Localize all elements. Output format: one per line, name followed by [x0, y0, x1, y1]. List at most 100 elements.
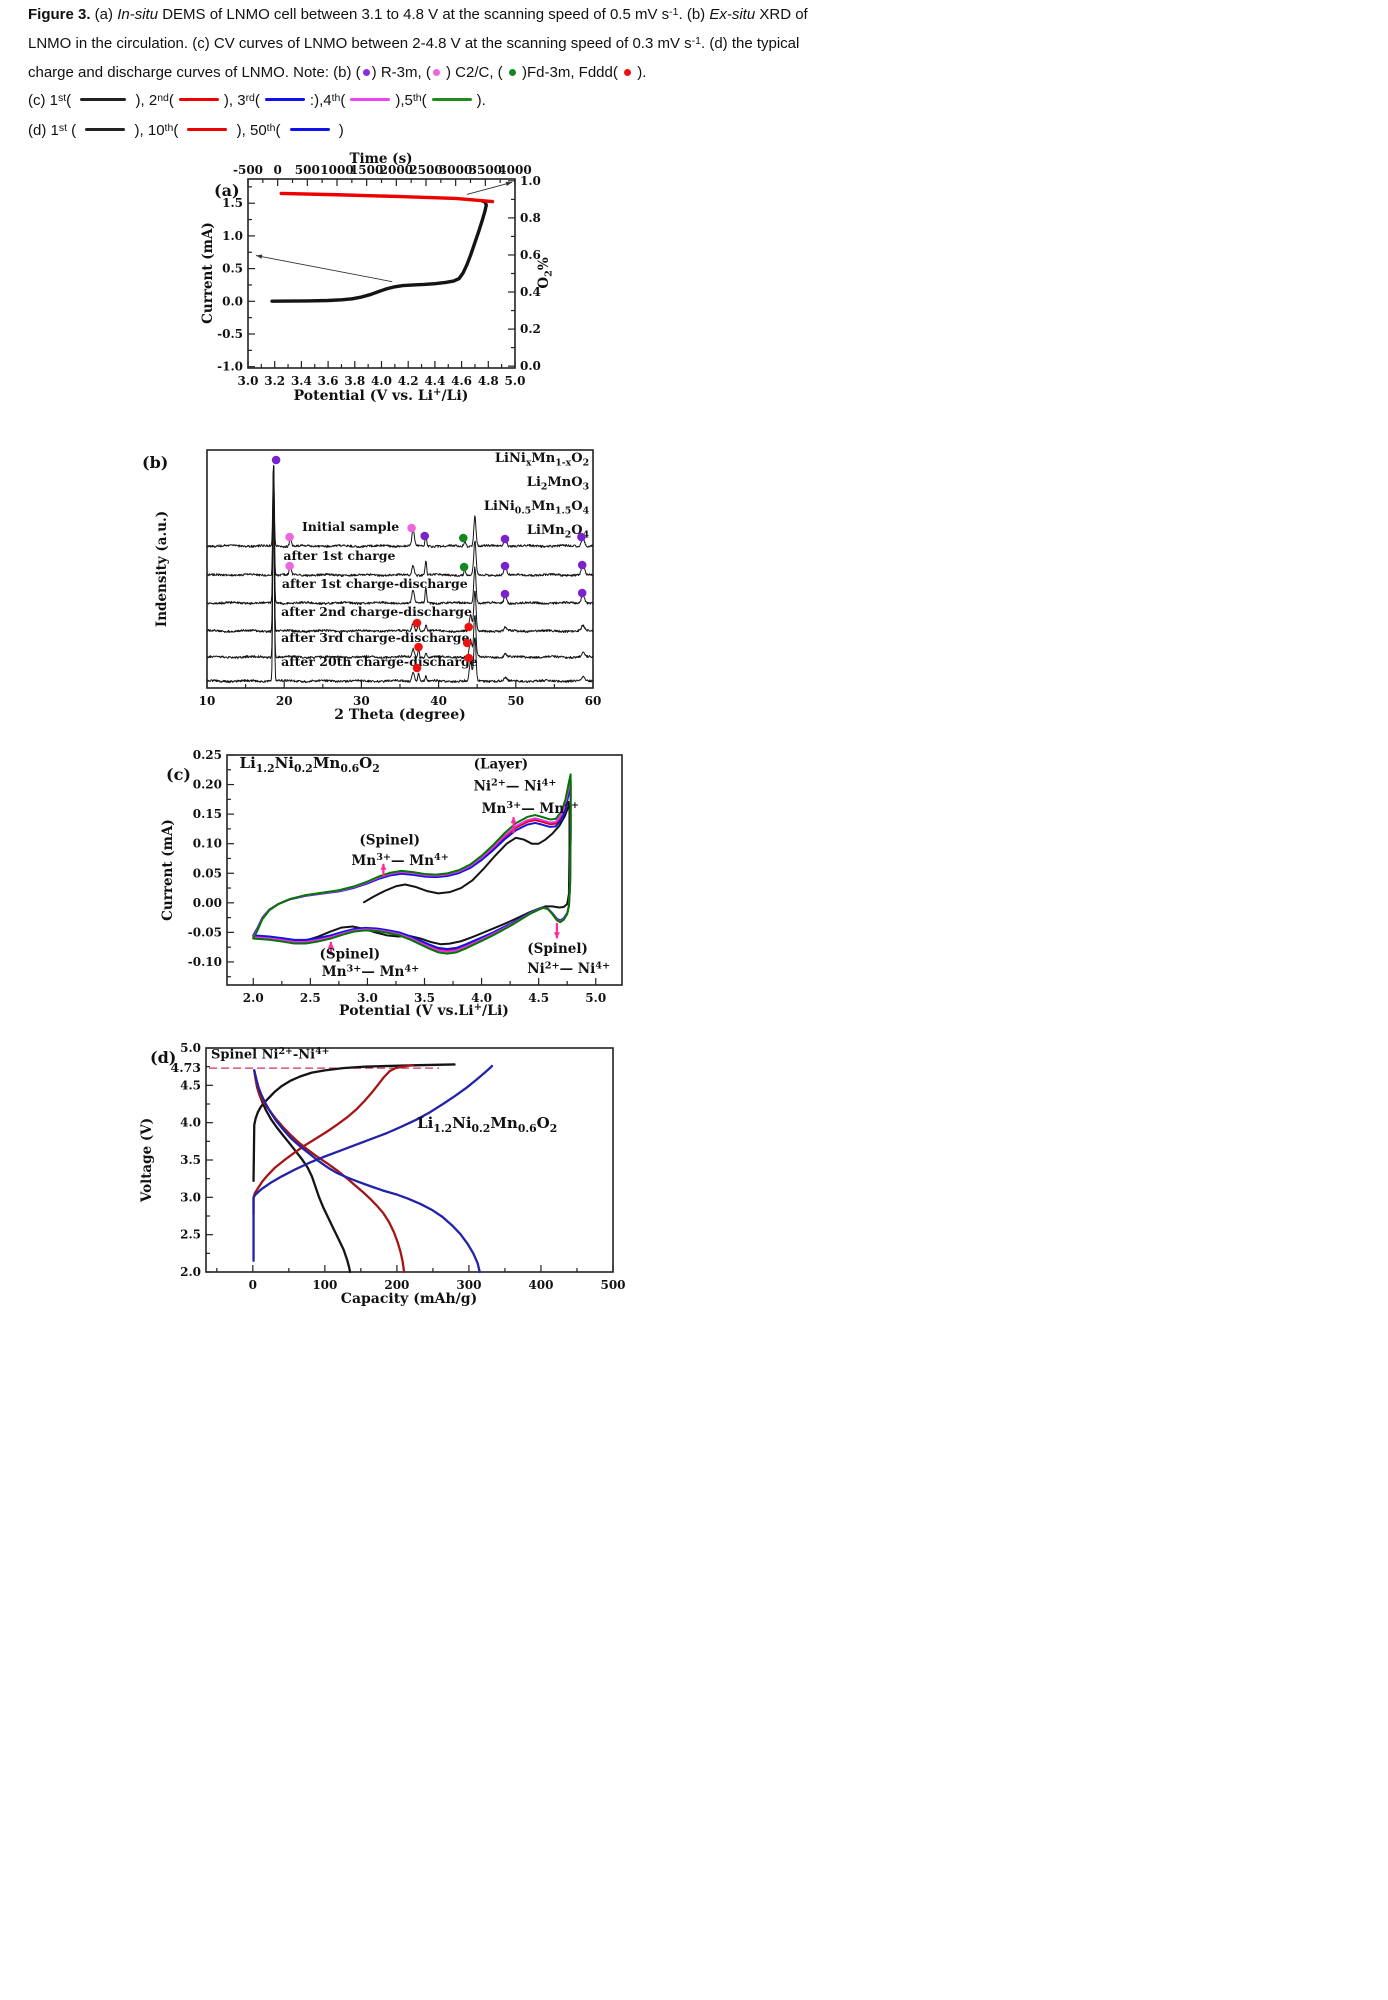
caption-text: ) R-3m, (	[371, 64, 431, 81]
legend-dash	[80, 97, 127, 102]
panel-d-label: (d)	[150, 1048, 176, 1067]
phase-marker-red	[464, 622, 474, 632]
phase-marker-pink	[407, 523, 416, 533]
tick-label: -1.0	[217, 360, 243, 374]
legend-dash	[85, 127, 126, 132]
phase-marker-green	[459, 533, 468, 543]
phase-marker-red	[464, 653, 474, 663]
caption-text: . (d) the typical	[700, 35, 800, 52]
panel-c-annotation: Mn3+— Mn4+	[322, 963, 419, 980]
arrow-head	[510, 817, 517, 824]
caption-text: (a)	[90, 6, 118, 23]
caption-text: th	[164, 121, 174, 134]
tick-label: 0.20	[193, 778, 222, 792]
tick-label: 1500	[350, 163, 383, 177]
tick-label: -0.05	[188, 925, 222, 939]
tick-label: 4.5	[528, 991, 549, 1005]
panel-a-axis-title: O2%	[536, 257, 555, 289]
tick-label: 4.0	[371, 374, 392, 388]
tick-label: 0.6	[520, 248, 541, 262]
phase-marker-red	[414, 642, 423, 652]
caption-text: . (b)	[678, 6, 710, 23]
panel-b-trace-1	[206, 464, 594, 549]
panel-c-axis-left: 0.25 0.20 0.15 0.10 0.05 0.00 -0.05 -0.10	[188, 748, 234, 978]
tick-label: 0.0	[520, 359, 541, 373]
phase-marker-red	[412, 618, 422, 628]
tick-label: 2.0	[180, 1265, 201, 1279]
caption-text: XRD of	[755, 6, 808, 23]
tick-label: -0.10	[188, 955, 222, 969]
panel-b-legend-item: LiNi0.5Mn1.5O4	[484, 499, 590, 517]
caption-text: st	[58, 91, 67, 104]
panel-c-axis-bottom: 2.0 2.5 3.0 3.5 4.0 4.5 5.0	[243, 978, 606, 1005]
tick-label: 4.2	[398, 374, 419, 388]
caption-text: (	[275, 122, 285, 139]
caption-text: -1	[691, 34, 701, 47]
tick-label: 200	[384, 1278, 409, 1292]
panel-b-trace-4	[206, 466, 594, 634]
tick-label: 3.0	[238, 374, 259, 388]
panel-a-label: (a)	[214, 181, 240, 200]
caption-text: ),5	[395, 92, 413, 109]
tick-label: 5.0	[180, 1041, 201, 1055]
tick-label: 1.5	[222, 196, 243, 210]
tick-label: 5.0	[585, 991, 606, 1005]
caption-text: (	[254, 92, 260, 109]
panel-d-frame	[205, 1047, 614, 1273]
tick-label: 500	[600, 1278, 625, 1292]
caption-text: charge and discharge curves of LNMO. Not…	[28, 64, 361, 81]
panel-b-legend-item: LiNixMn1-xO2	[495, 451, 589, 469]
current-vs-potential	[270, 199, 488, 303]
tick-label: 0.00	[193, 896, 222, 910]
phase-marker-green	[459, 562, 469, 572]
phase-marker-pink	[285, 532, 294, 542]
panel-b-trace-label: after 20th charge-discharge	[281, 654, 478, 669]
caption-text: nd	[157, 91, 169, 104]
panel-a-axis-title: Current (mA)	[200, 222, 216, 324]
caption-text: (	[67, 122, 81, 139]
caption-text: rd	[245, 91, 255, 104]
panel-b-trace-label: Initial sample	[302, 519, 399, 534]
panel-a-axis-bottom: 3.0 3.2 3.4 3.6 3.8 4.0 4.2 4.4 4.6 4.8 5.0	[238, 361, 525, 388]
panel-d-annotation: Li1.2Ni0.2Mn0.6O2	[417, 1114, 557, 1135]
charge-50th	[252, 1064, 494, 1262]
tick-label: 50	[507, 694, 524, 708]
panel-c-label: (c)	[166, 765, 191, 784]
phase-marker-pink	[285, 561, 294, 571]
tick-label: 0.4	[520, 285, 541, 299]
caption-line-2: LNMO in the circulation. (c) CV curves o…	[28, 34, 800, 53]
tick-label: 0.2	[520, 322, 541, 336]
caption-text: Figure 3.	[28, 6, 91, 23]
phase-dot	[508, 68, 516, 76]
caption-text: ), 2	[131, 92, 158, 109]
tick-label: 30	[353, 694, 370, 708]
arrow-shaft	[255, 255, 393, 283]
caption-text: ) C2/C, (	[441, 64, 507, 81]
panel-c-annotation: (Spinel)	[359, 832, 420, 848]
charge-10th	[252, 1064, 414, 1215]
panel-c-axis-title: Current (mA)	[160, 819, 176, 921]
tick-label: 3.0	[357, 991, 378, 1005]
panel-d-annotation: Spinel Ni2+-Ni4+	[211, 1046, 329, 1063]
caption-line-4: (c) 1st( ), 2nd(), 3rd(:),4th(),5th().	[28, 91, 486, 110]
tick-label: 2000	[380, 163, 413, 177]
panel-c-annotation: (Spinel)	[527, 941, 588, 957]
caption-text: DEMS of LNMO cell between 3.1 to 4.8 V a…	[158, 6, 670, 23]
tick-label: 100	[312, 1278, 337, 1292]
arrow-head	[327, 941, 334, 948]
panel-b-legend-item: LiMn2O4	[527, 523, 590, 541]
caption-text: (	[66, 92, 76, 109]
caption-text: (	[340, 92, 346, 109]
tick-label: 0.0	[222, 294, 243, 308]
legend-dash	[178, 97, 219, 102]
arrow-head	[380, 863, 387, 870]
phase-marker-violet	[577, 588, 587, 598]
tick-label: 60	[585, 694, 602, 708]
panel-b: 10 20 30 40 50 60 Initial sample after 1st char…	[142, 449, 602, 723]
tick-label: 4.4	[424, 374, 445, 388]
caption-text: ), 3	[223, 92, 246, 109]
o2-percent-vs-time	[279, 191, 495, 204]
legend-dash	[350, 97, 391, 102]
